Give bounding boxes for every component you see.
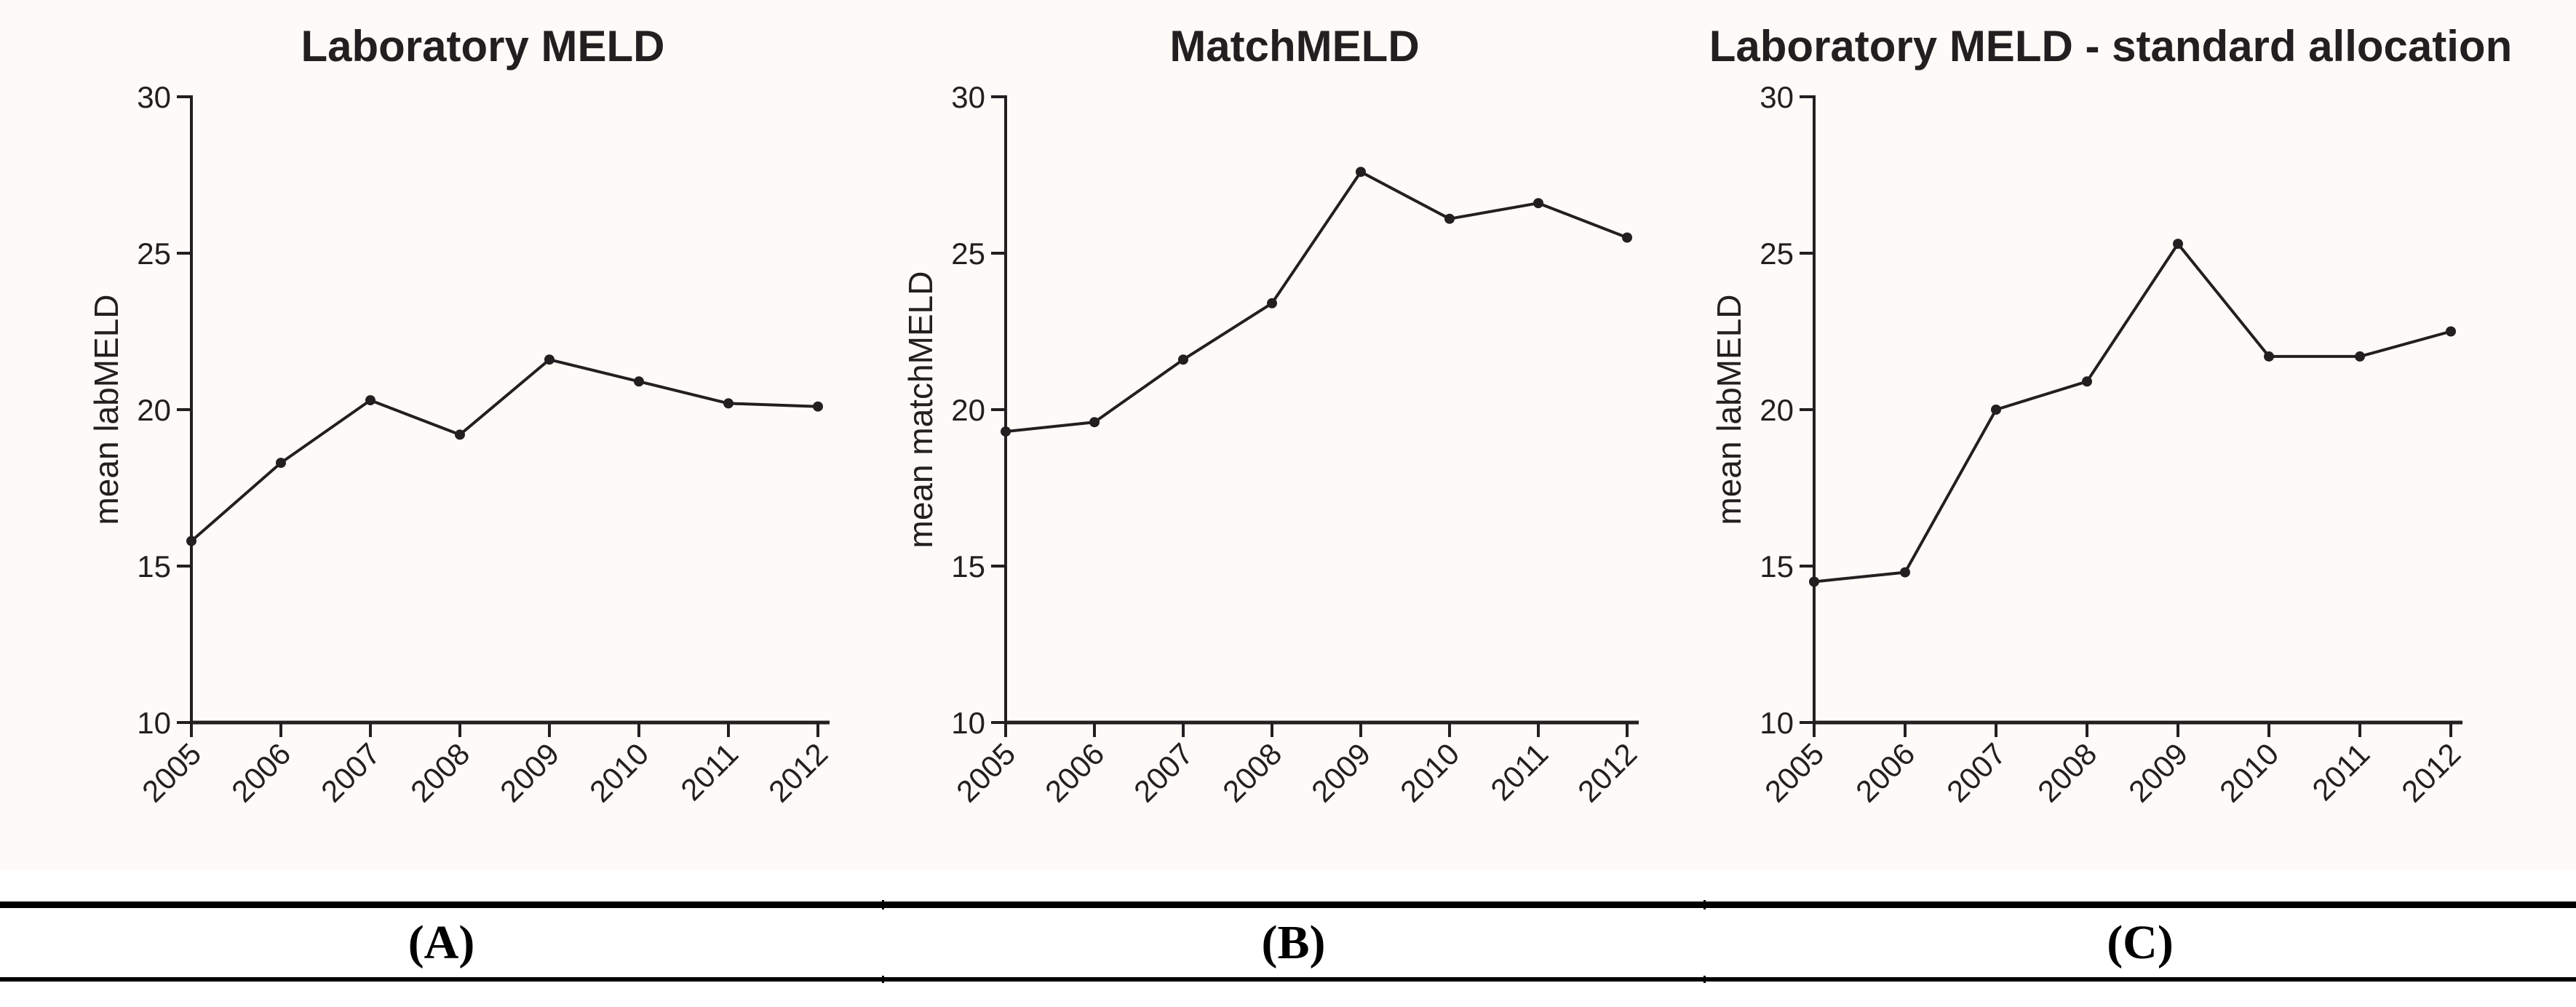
y-axis-label: mean labMELD: [87, 294, 125, 525]
x-tick-label: 2010: [1394, 736, 1466, 808]
x-tick-label: 2011: [1484, 736, 1554, 807]
y-tick-label: 30: [137, 80, 171, 114]
x-tick-label: 2009: [2122, 736, 2194, 808]
table-bottom-rule: [0, 977, 2576, 982]
caption-row: (A) (B) (C): [0, 908, 2576, 977]
y-tick-label: 25: [951, 236, 985, 271]
data-point: [634, 376, 644, 387]
x-tick-label: 2005: [950, 736, 1022, 808]
y-tick-label: 20: [951, 393, 985, 427]
panel-label-a: (A): [408, 915, 475, 969]
data-line: [1005, 170, 1628, 434]
data-point: [365, 395, 375, 406]
x-tick-label: 2011: [2305, 736, 2376, 807]
x-tick-label: 2012: [1571, 736, 1643, 808]
y-tick-label: 20: [137, 393, 171, 427]
column-divider: [1704, 900, 1706, 910]
data-point: [455, 429, 465, 440]
data-point: [2446, 326, 2456, 337]
x-tick-label: 2010: [2213, 736, 2285, 808]
y-tick-label: 30: [1760, 80, 1794, 114]
data-point: [1622, 232, 1632, 243]
column-divider: [882, 976, 884, 983]
x-tick-label: 2012: [2395, 736, 2467, 808]
x-tick-label: 2009: [493, 736, 565, 808]
meld-trend-charts-svg: Laboratory MELD mean labMELD 10 15 20 25 30 200…: [87, 22, 2512, 808]
data-point: [2173, 239, 2183, 250]
x-tick-label: 2006: [225, 736, 297, 808]
chart-title: MatchMELD: [1169, 22, 1419, 71]
x-tick-label: 2006: [1849, 736, 1921, 808]
x-tick-label: 2006: [1038, 736, 1110, 808]
y-tick-label: 30: [951, 80, 985, 114]
data-point: [1444, 213, 1455, 224]
data-point: [1356, 167, 1366, 178]
data-point: [2355, 351, 2365, 362]
data-point: [186, 536, 196, 546]
x-tick-label: 2007: [1940, 736, 2012, 808]
y-tick-label: 15: [137, 549, 171, 584]
x-tick-label: 2012: [762, 736, 834, 808]
column-divider: [1704, 976, 1706, 983]
x-tick-label: 2007: [1127, 736, 1199, 808]
x-tick-label: 2011: [674, 736, 744, 807]
panel-label-b: (B): [1261, 915, 1326, 969]
data-point: [2264, 351, 2274, 362]
x-tick-label: 2005: [1758, 736, 1830, 808]
data-point: [1533, 198, 1543, 209]
chart-title: Laboratory MELD - standard allocation: [1709, 22, 2512, 71]
table-top-rule: [0, 901, 2576, 908]
data-point: [1178, 354, 1188, 365]
data-point: [813, 401, 823, 412]
data-line: [190, 358, 819, 543]
data-line: [1813, 242, 2452, 584]
chart-panel-0: Laboratory MELD mean labMELD 10 15 20 25 30 200…: [87, 22, 834, 808]
data-point: [2082, 376, 2092, 387]
x-tick-label: 2005: [135, 736, 207, 808]
y-tick-label: 10: [1760, 706, 1794, 740]
y-tick-label: 20: [1760, 393, 1794, 427]
y-axis-label: mean matchMELD: [902, 271, 939, 549]
meld-figure-area: Laboratory MELD mean labMELD 10 15 20 25 30 200…: [87, 22, 2513, 809]
data-point: [1089, 417, 1100, 428]
y-tick-label: 15: [1760, 549, 1794, 584]
y-tick-label: 15: [951, 549, 985, 584]
data-point: [1809, 576, 1819, 587]
panel-label-c: (C): [2107, 915, 2174, 969]
x-tick-label: 2008: [2031, 736, 2103, 808]
x-tick-label: 2010: [583, 736, 655, 808]
x-tick-label: 2007: [314, 736, 386, 808]
y-axis-label: mean labMELD: [1710, 294, 1748, 525]
data-point: [544, 354, 554, 365]
column-divider: [882, 900, 884, 910]
y-tick-label: 10: [137, 706, 171, 740]
x-tick-label: 2009: [1305, 736, 1377, 808]
y-tick-label: 25: [137, 236, 171, 271]
data-point: [276, 458, 286, 469]
y-tick-label: 10: [951, 706, 985, 740]
data-point: [1001, 426, 1011, 437]
data-point: [1991, 405, 2001, 415]
x-tick-label: 2008: [404, 736, 476, 808]
chart-title: Laboratory MELD: [301, 22, 664, 71]
x-tick-label: 2008: [1216, 736, 1288, 808]
data-point: [1267, 298, 1277, 309]
data-point: [723, 398, 734, 409]
y-tick-label: 25: [1760, 236, 1794, 271]
data-point: [1900, 567, 1910, 578]
chart-panel-2: Laboratory MELD - standard allocation mea…: [1709, 22, 2512, 808]
